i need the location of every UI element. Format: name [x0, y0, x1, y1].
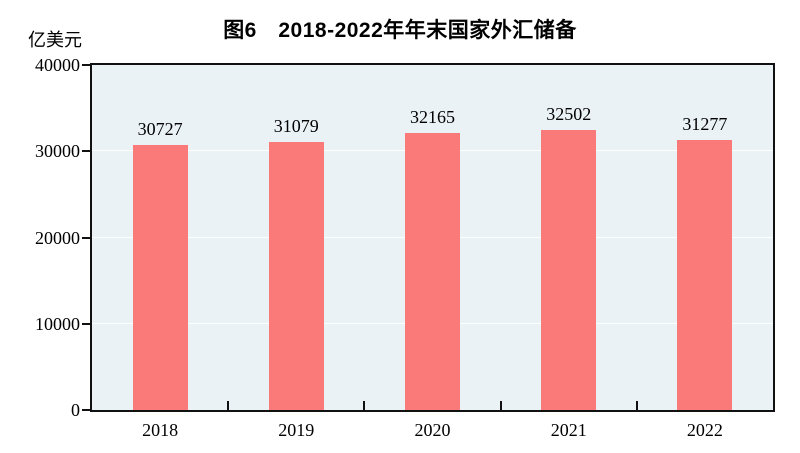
x-axis-tick [227, 401, 230, 410]
x-category-label: 2022 [686, 420, 723, 440]
x-category-label: 2020 [414, 420, 451, 440]
x-category-label: 2019 [278, 420, 315, 440]
bar [268, 142, 324, 410]
y-axis-tick [82, 236, 90, 239]
y-axis-tick [82, 322, 90, 325]
bar-value-label: 32165 [410, 107, 455, 127]
x-category-label: 2018 [142, 420, 179, 440]
y-axis-tick [82, 150, 90, 153]
x-category-label: 2021 [550, 420, 587, 440]
y-tick-label: 30000 [35, 141, 80, 162]
bar [677, 140, 733, 410]
bar-value-label: 32502 [546, 104, 592, 124]
bar-value-label: 31277 [682, 114, 728, 134]
y-axis-tick [82, 64, 90, 66]
bar [132, 145, 188, 410]
y-axis-unit-label: 亿美元 [28, 30, 82, 50]
bar-value-label: 31079 [273, 116, 319, 136]
x-axis-tick [499, 401, 502, 410]
y-tick-label: 0 [71, 400, 80, 420]
y-tick-label: 10000 [35, 313, 80, 334]
y-axis-tick [82, 409, 90, 411]
bar [541, 130, 597, 410]
y-tick-label: 40000 [35, 55, 80, 75]
figure-title: 图6 2018-2022年年末国家外汇储备 [223, 19, 577, 42]
x-axis-tick [635, 401, 638, 410]
y-tick-label: 20000 [35, 227, 80, 248]
bar [405, 133, 460, 410]
x-axis-tick [363, 401, 366, 410]
bar-value-label: 30727 [137, 119, 183, 139]
plot-area: 30727 31079 32165 32502 31277 [90, 63, 775, 412]
